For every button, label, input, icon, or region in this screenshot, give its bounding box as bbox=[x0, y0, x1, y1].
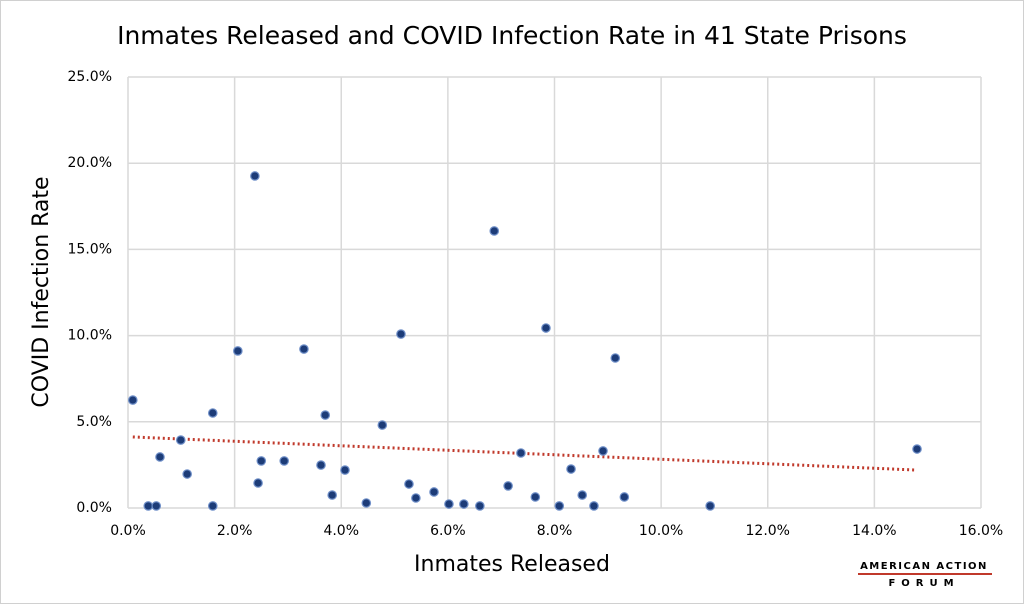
data-point bbox=[207, 408, 218, 418]
data-point bbox=[503, 481, 513, 491]
data-point bbox=[256, 456, 267, 466]
logo-line1: AMERICAN ACTION bbox=[860, 561, 988, 572]
data-point bbox=[598, 446, 608, 456]
data-point bbox=[619, 492, 630, 502]
data-point bbox=[250, 171, 260, 181]
data-point bbox=[577, 490, 588, 500]
data-point bbox=[489, 226, 500, 236]
y-tick-label: 15.0% bbox=[68, 241, 112, 257]
x-tick-label: 10.0% bbox=[639, 523, 683, 539]
data-point bbox=[155, 452, 165, 462]
data-point bbox=[566, 464, 576, 474]
data-point bbox=[175, 435, 186, 445]
x-tick-label: 12.0% bbox=[746, 523, 790, 539]
data-point bbox=[530, 492, 541, 502]
chart-title: Inmates Released and COVID Infection Rat… bbox=[117, 21, 907, 50]
data-point bbox=[377, 420, 388, 430]
data-point bbox=[459, 499, 469, 509]
data-point bbox=[316, 460, 326, 470]
data-point bbox=[589, 501, 599, 511]
y-tick-label: 0.0% bbox=[76, 500, 112, 516]
data-point bbox=[327, 490, 337, 500]
data-point bbox=[279, 456, 290, 466]
data-point bbox=[404, 479, 414, 489]
data-point bbox=[151, 501, 162, 511]
x-tick-label: 16.0% bbox=[959, 523, 1003, 539]
y-tick-label: 25.0% bbox=[68, 69, 112, 85]
x-tick-label: 0.0% bbox=[110, 523, 146, 539]
data-point bbox=[475, 501, 485, 511]
data-point bbox=[554, 501, 565, 511]
y-tick-label: 10.0% bbox=[68, 328, 112, 344]
data-point bbox=[610, 353, 621, 363]
trendline bbox=[132, 435, 918, 472]
data-point bbox=[396, 329, 406, 339]
x-tick-label: 8.0% bbox=[537, 523, 573, 539]
data-point bbox=[253, 478, 263, 488]
data-point bbox=[444, 499, 454, 509]
data-point bbox=[299, 344, 309, 354]
data-point bbox=[541, 323, 551, 333]
y-axis-label: COVID Infection Rate bbox=[29, 176, 54, 407]
x-tick-label: 2.0% bbox=[217, 523, 253, 539]
data-point bbox=[127, 395, 138, 405]
data-point bbox=[429, 487, 439, 497]
x-tick-label: 6.0% bbox=[430, 523, 466, 539]
data-point bbox=[182, 469, 192, 479]
x-axis-label: Inmates Released bbox=[414, 552, 610, 577]
y-tick-label: 5.0% bbox=[76, 414, 112, 430]
data-point bbox=[516, 448, 526, 458]
y-tick-label: 20.0% bbox=[68, 155, 112, 171]
data-point bbox=[233, 346, 243, 356]
x-tick-label: 4.0% bbox=[323, 523, 359, 539]
data-point bbox=[340, 465, 350, 475]
data-point bbox=[411, 493, 421, 503]
data-point bbox=[705, 501, 715, 511]
data-point bbox=[361, 498, 372, 508]
data-point bbox=[912, 444, 922, 454]
x-tick-label: 14.0% bbox=[852, 523, 896, 539]
data-point bbox=[207, 501, 218, 511]
logo-line2: FORUM bbox=[888, 578, 959, 589]
data-point bbox=[320, 410, 331, 420]
data-point bbox=[143, 501, 154, 511]
